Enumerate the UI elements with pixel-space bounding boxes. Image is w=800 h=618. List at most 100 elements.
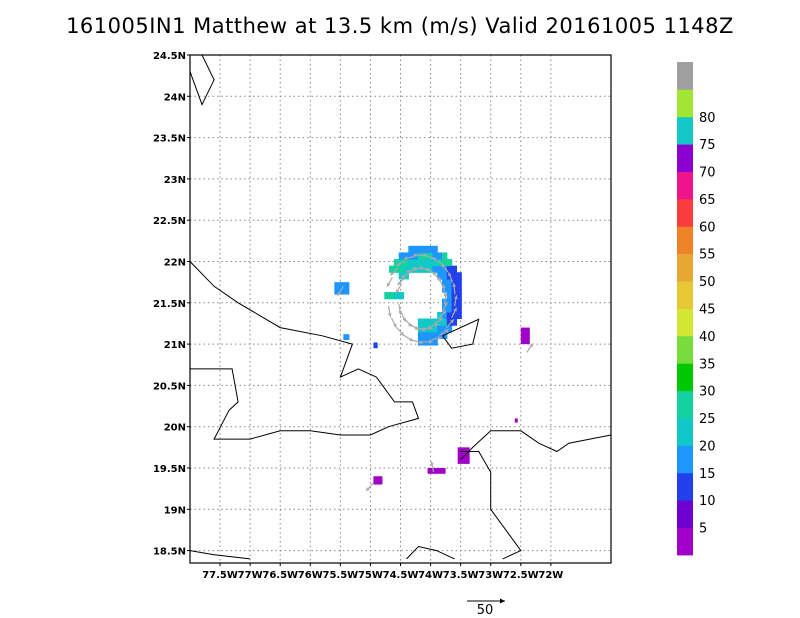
wind-speed-cell [432,318,438,326]
colorbar-label: 80 [699,111,716,126]
wind-speed-cell [422,331,429,339]
wind-speed-cell [427,318,433,326]
wind-speed-cell [441,278,448,287]
vector-scale-label: 50 [477,603,494,618]
wind-vector-head [450,319,454,324]
wind-speed-cell [437,311,443,320]
wind-speed-cell [441,285,448,293]
wind-speed-cell [422,245,429,254]
wind-vector-head [430,461,434,466]
wind-speed-cell [389,265,395,273]
wind-speed-cell [417,318,424,326]
colorbar-label: 60 [699,220,716,235]
colorbar-segment [677,171,693,200]
colorbar-segment [677,253,693,282]
colorbar-label: 65 [699,193,716,208]
wind-speed-cell [408,252,414,260]
wind-speed-cell [422,259,429,267]
wind-vector-head [443,301,448,306]
colorbar-label: 40 [699,330,716,345]
wind-speed-cell [441,272,448,280]
wind-speed-cell [427,245,433,254]
wind-speed-cell [456,285,462,293]
colorbar-label: 45 [699,303,716,318]
wind-speed-cell [432,325,438,333]
wind-speed-cell [417,245,424,254]
wind-vector-head [390,271,395,276]
wind-speed-cell [446,259,453,267]
lon-tick-label: 74.5W [383,570,419,581]
wind-vector-head [397,281,402,285]
colorbar-segment [677,335,693,364]
wind-vectors [337,253,534,492]
wind-speed-cell [408,265,414,273]
grid-lines [190,54,611,563]
wind-vector-head [403,256,408,260]
wind-speed-cell [413,245,419,254]
wind-speed-patch [373,476,383,485]
wind-speed-cell [446,298,453,306]
wind-speed-cell [441,265,448,273]
colorbar-segment [677,144,693,172]
wind-speed-cell [451,311,458,320]
wind-speed-cell [417,259,424,267]
lat-tick-label: 24N [164,92,186,103]
wind-vector-head [429,339,433,344]
wind-speed-cell [456,278,462,287]
lat-tick-label: 22.5N [153,216,186,227]
wind-speed-patch [520,327,530,345]
wind-vector-head [448,272,452,277]
coastline-segment [190,261,420,440]
wind-speed-cell [446,311,453,320]
wind-vector-head [392,323,397,328]
wind-vector-head [432,257,437,261]
wind-vector-head [434,323,439,328]
wind-vector-head [337,291,342,296]
wind-speed-cell [441,305,448,313]
wind-speed-cell [432,245,438,254]
wind-speed-patch [373,342,378,349]
wind-vector-head [437,336,442,340]
wind-speed-cell [441,252,448,260]
wind-speed-cell [446,285,453,293]
wind-speed-cell [432,259,438,267]
wind-vector-head [409,337,414,342]
wind-vector-head [366,487,370,491]
wind-speed-cell [456,311,462,320]
lon-tick-label: 74W [418,570,443,581]
colorbar-segment [677,62,693,90]
wind-speed-cell [432,338,438,346]
wind-vector-head [439,318,444,322]
longitude-labels: 77.5W 77W 76.5W 76W 75.5W 75W 74.5W 74W 73.5W 73W… [202,563,563,581]
coastline-segment [190,550,251,560]
lat-tick-label: 21N [164,340,186,351]
lon-tick-label: 73.5W [443,570,479,581]
wind-speed-cell [427,331,433,339]
wind-speed-cell [451,272,458,280]
wind-speed-cell [432,265,438,273]
colorbar-label: 75 [699,138,716,153]
wind-speed-cell [398,272,405,280]
wind-vector-head [418,340,423,345]
wind-vector-head [529,343,534,348]
wind-vector-head [443,292,448,297]
coastline-segment [460,451,522,560]
coastlines [190,55,611,560]
wind-speed-cell [384,292,390,300]
wind-speed-cell [437,252,443,260]
wind-speed-cell [398,292,405,300]
wind-speed-cell [446,325,453,333]
colorbar-label: 25 [699,412,716,427]
wind-speed-cell [408,259,414,267]
wind-vector-head [454,295,458,300]
lon-tick-label: 77.5W [202,570,238,581]
wind-vector-head [412,253,417,258]
vector-scale-key: 50 [467,598,505,618]
coastline-segment [460,430,611,461]
lon-tick-label: 75W [358,570,383,581]
lon-tick-label: 76.5W [262,570,298,581]
colorbar-segment [677,390,693,419]
colorbar-segment [677,116,693,145]
wind-speed-cell [441,259,448,267]
wind-speed-patch [427,468,446,474]
